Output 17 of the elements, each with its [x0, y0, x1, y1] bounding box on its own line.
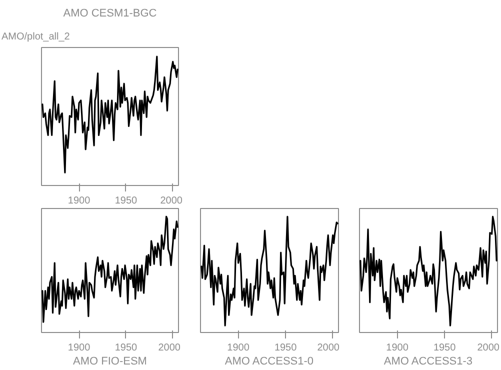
x-tick-label: 2000	[317, 342, 340, 354]
x-tick-label: 1900	[68, 342, 91, 354]
text: AMO/plot_all_2	[2, 32, 70, 42]
x-tick-label: 2000	[158, 342, 181, 354]
x-tick-label: 1950	[114, 196, 138, 206]
chart-title: AMO CESM1-BGC	[63, 8, 157, 20]
x-tick-label: 1900	[68, 196, 91, 206]
x-tick-label: 2000	[477, 342, 500, 354]
x-tick-label: 1900	[386, 342, 409, 354]
x-tick-label: 1950	[433, 342, 456, 354]
x-tick-label: 1950	[274, 342, 298, 354]
x-tick-label: 1900	[227, 342, 250, 354]
x-axis-title: AMO ACCESS1-0	[224, 356, 314, 368]
x-tick-label: 1950	[114, 342, 138, 354]
x-axis-title: AMO ACCESS1-3	[384, 356, 473, 368]
x-axis-title: AMO FIO-ESM	[73, 356, 147, 368]
x-tick-label: 2000	[160, 196, 183, 206]
